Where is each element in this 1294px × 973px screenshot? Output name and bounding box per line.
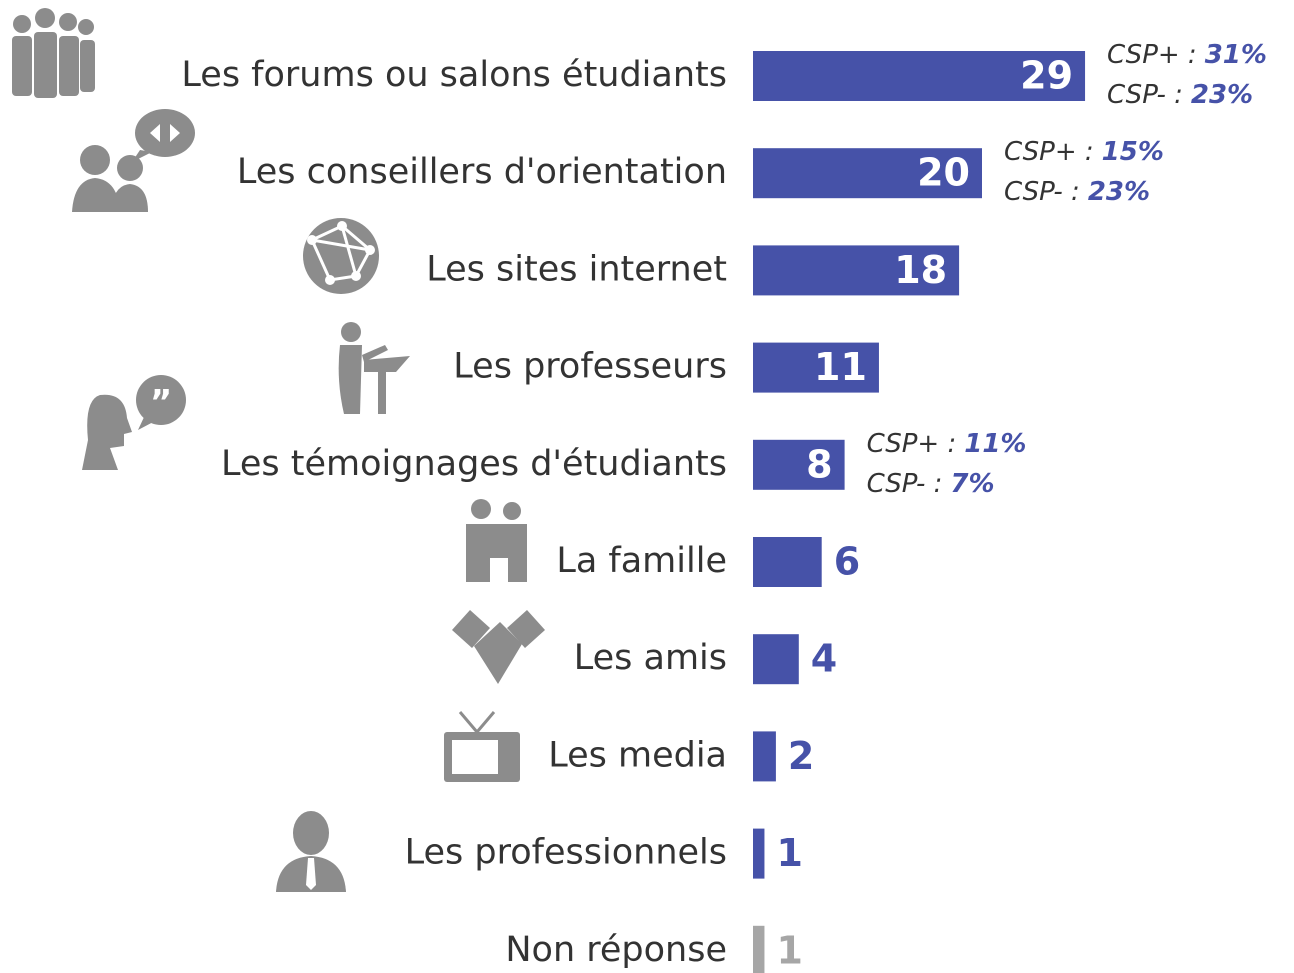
category-label: Les amis — [574, 638, 727, 678]
value-label: 18 — [894, 248, 947, 292]
value-label: 2 — [788, 734, 814, 778]
icon-tv — [444, 711, 520, 782]
csp-note: CSP+ :11% — [867, 428, 1027, 458]
csp-note-label: CSP+ : — [867, 428, 957, 458]
value-label: 4 — [811, 637, 837, 681]
csp-note-label: CSP+ : — [1107, 40, 1197, 70]
category-label: Les sites internet — [426, 249, 727, 289]
csp-note-label: CSP- : — [1107, 80, 1183, 110]
csp-note: CSP+ : 31% — [1107, 40, 1267, 70]
value-label: 6 — [834, 540, 860, 584]
category-label: Les conseillers d'orientation — [237, 152, 727, 192]
value-label: 11 — [814, 345, 867, 389]
value-label: 29 — [1020, 54, 1073, 98]
bar — [753, 245, 960, 296]
csp-note-value: 31% — [1205, 40, 1267, 70]
icon-handshake — [452, 610, 545, 684]
category-label: Les témoignages d'étudiants — [221, 444, 727, 484]
csp-note-value: 15% — [1102, 137, 1164, 167]
category-label: Non réponse — [505, 930, 727, 970]
value-label: 8 — [806, 442, 832, 486]
icon-speaker — [338, 322, 410, 414]
icon-testimony: ” — [82, 375, 186, 470]
bar — [753, 731, 776, 782]
csp-note-label: CSP- : — [867, 468, 943, 498]
csp-note: CSP- :7% — [867, 468, 995, 498]
value-label: 20 — [917, 151, 970, 195]
csp-note-label: CSP+ : — [1004, 137, 1094, 167]
bar — [753, 51, 1086, 101]
bar — [753, 828, 765, 879]
value-label: 1 — [776, 928, 802, 972]
value-label: 1 — [776, 831, 802, 875]
icon-advisors — [72, 109, 195, 212]
category-label: La famille — [556, 541, 727, 581]
icon-family — [466, 499, 527, 582]
csp-note-value: 23% — [1191, 80, 1253, 110]
csp-note: CSP- : 23% — [1107, 80, 1253, 110]
csp-note-value: 7% — [950, 468, 994, 498]
category-label: Les media — [548, 735, 727, 775]
csp-note-value: 11% — [964, 428, 1026, 458]
bar — [753, 537, 822, 587]
icons: ” — [12, 8, 545, 892]
category-label: Les forums ou salons étudiants — [181, 55, 727, 95]
icon-globe — [303, 218, 379, 294]
svg-text:”: ” — [150, 383, 172, 423]
csp-note: CSP+ : 15% — [1004, 137, 1164, 167]
bar — [753, 925, 765, 973]
icon-crowd — [12, 8, 95, 98]
csp-note-value: 23% — [1088, 177, 1150, 207]
category-label: Les professionnels — [405, 833, 727, 873]
bar — [753, 634, 799, 685]
csp-note: CSP- : 23% — [1004, 177, 1150, 207]
bar — [753, 148, 982, 199]
category-label: Les professeurs — [453, 347, 727, 387]
bar — [753, 342, 879, 393]
bar — [753, 439, 845, 490]
icon-professional — [276, 811, 346, 892]
csp-note-label: CSP- : — [1004, 177, 1080, 207]
